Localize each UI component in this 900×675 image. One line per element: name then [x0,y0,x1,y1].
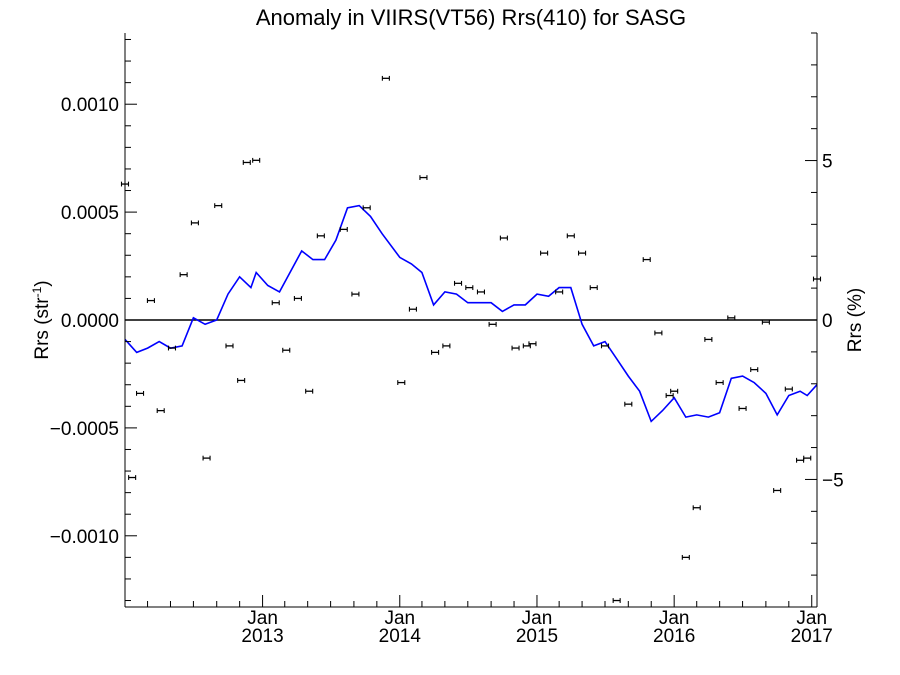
data-point [282,347,291,353]
chart-title: Anomaly in VIIRS(VT56) Rrs(410) for SASG [256,5,686,30]
data-point [237,378,246,383]
y-left-tick-label: 0.0005 [61,203,119,224]
x-tick-label-month: Jan [384,608,415,629]
data-point [796,457,805,463]
data-point [715,380,724,385]
data-point [225,343,234,349]
data-point [316,233,325,239]
data-point [453,280,463,286]
data-point [442,343,451,349]
data-point [784,386,793,392]
data-point [499,235,508,241]
axes-group: 0.00100.00050.0000−0.0005−0.001050−5Jan2… [50,32,844,647]
data-point [642,257,651,262]
data-point [242,160,251,165]
x-tick-label-year: 2014 [379,626,422,647]
data-point [408,306,417,312]
data-point [670,388,679,394]
data-point [351,291,360,297]
y-axis-left-label-close: ) [32,280,53,286]
x-tick-label-year: 2016 [653,626,695,647]
x-tick-label-year: 2013 [241,626,283,647]
data-point [305,388,314,394]
x-tick-label-year: 2015 [516,626,558,647]
x-tick-label-month: Jan [522,608,553,629]
data-point [803,455,812,461]
data-point [761,319,770,325]
data-point [128,475,137,480]
data-point [488,321,497,327]
data-point [511,345,520,351]
data-point [214,203,223,209]
y-right-tick-label: −5 [822,470,844,491]
data-point [381,75,390,81]
data-point [566,233,575,239]
data-point [167,345,177,351]
data-point [773,488,782,493]
x-tick-label-year: 2017 [791,626,833,647]
data-point [589,285,598,291]
data-point [528,341,537,347]
y-left-tick-label: −0.0010 [50,527,119,548]
y-axis-right-label: Rrs (%) [845,288,866,352]
data-point [339,226,348,232]
data-point [692,505,701,511]
data-point [362,205,371,211]
data-point [190,220,199,226]
y-left-tick-label: 0.0000 [61,311,119,332]
data-point [612,598,621,603]
x-tick-label-month: Jan [659,608,690,629]
data-points-group [120,75,822,603]
data-point [727,315,736,321]
data-point [540,250,549,256]
y-axis-left-label: Rrs (str-1) [30,280,53,359]
series-line [124,204,818,423]
data-point [146,298,155,303]
data-point [476,289,486,295]
data-point [465,285,474,291]
y-right-tick-label: 5 [822,152,833,173]
data-point [293,296,302,301]
data-point [419,175,428,180]
data-point [738,406,747,411]
y-axis-left-label-sup: -1 [30,286,44,297]
y-axis-left-label-main: Rrs (str [32,297,53,360]
x-tick-label-month: Jan [796,608,827,629]
data-point [681,554,690,560]
data-point [624,401,633,407]
data-point [179,272,188,278]
data-point [750,367,759,373]
data-point [654,330,663,336]
data-point [578,250,587,256]
y-left-tick-label: −0.0005 [50,419,119,440]
data-point [704,337,713,342]
data-point [600,343,610,349]
data-point [271,300,280,306]
data-point [202,455,211,461]
plot-area: 0.00100.00050.0000−0.0005−0.001050−5Jan2… [50,32,844,647]
model-line-group [124,204,818,423]
data-point [555,289,564,295]
data-point [135,390,145,396]
y-left-tick-label: 0.0010 [61,95,119,116]
data-point [431,349,440,355]
data-point [156,408,165,414]
data-point [397,380,406,385]
data-point [665,393,674,398]
data-point [252,157,261,163]
y-right-tick-label: 0 [822,311,833,332]
x-tick-label-month: Jan [247,608,278,629]
